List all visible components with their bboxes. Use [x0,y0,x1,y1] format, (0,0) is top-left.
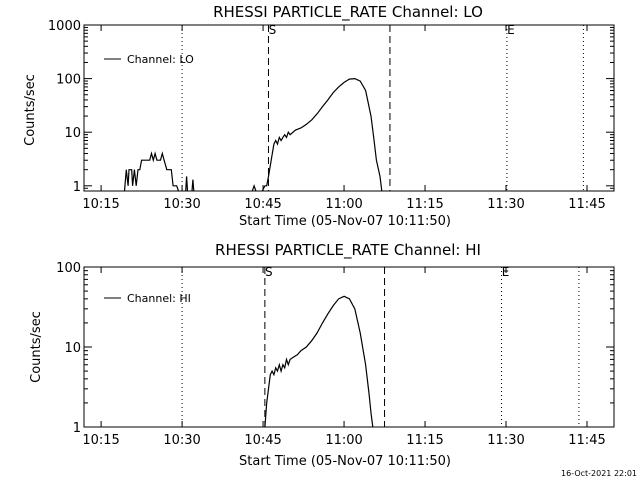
plot-timestamp: 16-Oct-2021 22:01 [561,469,637,478]
x-tick-label: 11:00 [325,197,362,212]
x-tick-label: 11:45 [568,197,605,212]
x-tick-label: 11:30 [487,433,524,448]
plot-frame [83,24,615,192]
series-line [251,183,257,191]
series-line [191,179,195,191]
x-tick-label: 10:15 [82,433,119,448]
x-tick-label: 11:30 [487,197,524,212]
series-line [261,77,383,191]
time-marker-label: E [502,265,510,279]
y-tick-label: 100 [56,261,81,276]
plot-frame [83,266,615,428]
legend-label: Channel: HI [127,292,191,305]
y-tick-label: 1 [73,180,81,195]
x-tick-label: 10:30 [163,433,200,448]
panel-title: RHESSI PARTICLE_RATE Channel: LO [213,3,483,22]
panel-lo: RHESSI PARTICLE_RATE Channel: LO Start T… [23,3,615,229]
x-tick-label: 10:30 [163,197,200,212]
y-tick-label: 10 [64,341,81,356]
series-line [185,176,189,191]
legend-label: Channel: LO [127,53,194,66]
x-tick-label: 10:45 [244,433,281,448]
x-tick-label: 11:15 [406,197,443,212]
x-tick-label: 10:45 [244,197,281,212]
series-line [264,295,374,427]
x-axis-label: Start Time (05-Nov-07 10:11:50) [239,454,451,469]
time-marker-label: S [269,23,277,37]
panel-hi: RHESSI PARTICLE_RATE Channel: HI Start T… [29,241,615,469]
y-tick-label: 1 [73,421,81,436]
x-tick-label: 10:15 [82,197,119,212]
panel-title: RHESSI PARTICLE_RATE Channel: HI [215,241,481,260]
y-tick-label: 1000 [48,19,81,34]
y-tick-label: 10 [64,126,81,141]
series-line [123,151,180,191]
y-tick-label: 100 [56,73,81,88]
y-axis-label: Counts/sec [23,74,38,146]
y-axis-label: Counts/sec [29,311,44,383]
x-tick-label: 11:15 [406,433,443,448]
time-marker-label: E [507,23,515,37]
x-axis-label: Start Time (05-Nov-07 10:11:50) [239,214,451,229]
x-tick-label: 11:00 [325,433,362,448]
time-marker-label: S [265,265,273,279]
x-tick-label: 11:45 [568,433,605,448]
